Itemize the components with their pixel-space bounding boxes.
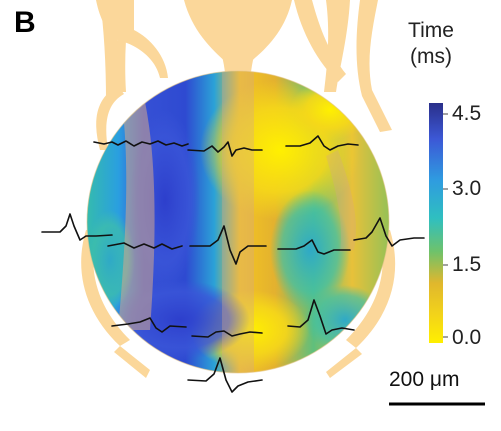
trace-bottom-left — [111, 317, 187, 333]
trace-top-right — [285, 135, 359, 151]
trace-top-left — [93, 140, 189, 147]
colorbar-title: Time (ms) — [396, 18, 466, 70]
colorbar-tick-label: 4.5 — [452, 102, 482, 125]
colorbar-ticks — [443, 113, 448, 338]
trace-bottom-right — [287, 299, 355, 335]
signal-traces — [41, 135, 425, 393]
trace-mid-right — [277, 239, 351, 255]
colorbar-title-line2: (ms) — [410, 45, 452, 68]
colorbar — [429, 103, 443, 343]
scale-bar-label: 200 μm — [389, 368, 460, 391]
trace-below-disc — [187, 357, 263, 393]
colorbar-tick-label: 1.5 — [452, 253, 482, 276]
colorbar-title-line1: Time — [408, 19, 454, 42]
trace-mid-left — [107, 242, 183, 250]
disc-outline — [86, 70, 390, 374]
trace-left-outside — [41, 213, 113, 241]
colorbar-tick-label: 3.0 — [452, 177, 482, 200]
trace-mid-center — [189, 225, 267, 265]
electrode-leads — [81, 0, 396, 378]
trace-right-outside — [353, 217, 425, 247]
panel-label: B — [14, 6, 36, 39]
trace-bottom-center — [191, 330, 263, 338]
trace-top-center — [187, 141, 263, 157]
colorbar-tick-label: 0.0 — [452, 326, 482, 349]
